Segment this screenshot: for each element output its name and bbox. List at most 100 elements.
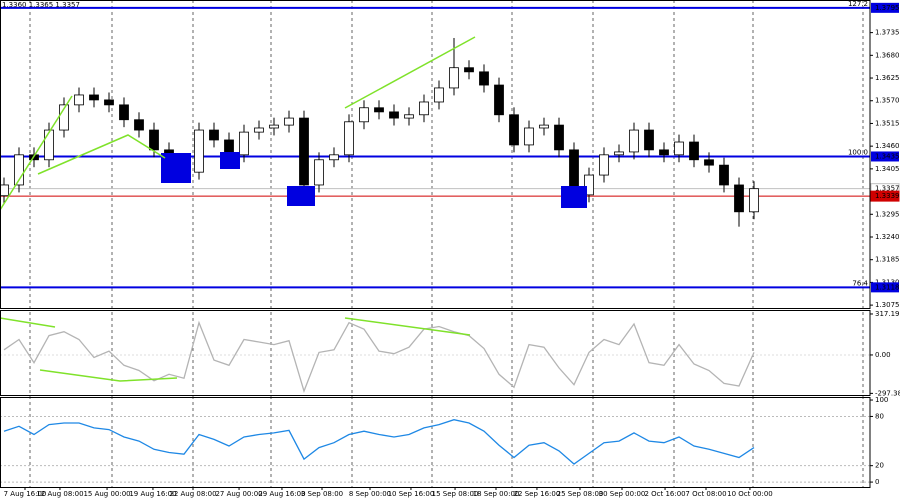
- fib-level-name: 100.0: [848, 148, 868, 156]
- candle-body: [209, 129, 219, 141]
- candle-body: [719, 164, 729, 186]
- x-tick-label: 25 Sep 08:00: [557, 490, 604, 498]
- candle-body: [704, 159, 714, 166]
- x-tick-label: 22 Sep 16:00: [514, 490, 561, 498]
- zone-box: [287, 186, 315, 206]
- y-tick-label: 1.3680: [875, 51, 900, 59]
- y-tick-label: 80: [875, 412, 884, 420]
- y-tick-label: 0.00: [875, 351, 891, 359]
- candle-body: [329, 154, 339, 161]
- candle-body: [494, 84, 504, 116]
- y-tick-label: 100: [875, 396, 888, 404]
- y-tick-label: 1.3405: [875, 165, 900, 173]
- candle-body: [404, 114, 414, 119]
- candle-body: [749, 188, 759, 213]
- x-tick-label: 7 Oct 08:00: [685, 490, 726, 498]
- x-tick-label: 27 Aug 00:00: [215, 490, 262, 498]
- candle-body: [629, 129, 639, 153]
- trend-line: [344, 36, 476, 109]
- price-label-box: [870, 190, 900, 202]
- price-label: 1.3357: [875, 185, 900, 193]
- candle-body: [89, 94, 99, 101]
- candle-body: [119, 104, 129, 121]
- candle-body: [239, 131, 249, 156]
- y-tick-label: 1.3460: [875, 142, 900, 150]
- indicator-line: [3, 320, 755, 394]
- drawings: [0, 36, 587, 382]
- x-tick-label: 10 Sep 16:00: [388, 490, 435, 498]
- y-tick-label: -297.386: [875, 389, 900, 397]
- level-label: 1.3118: [875, 283, 900, 291]
- y-tick-label: 1.3295: [875, 210, 900, 218]
- y-tick-label: 1.3515: [875, 119, 900, 127]
- candle-body: [194, 129, 204, 173]
- y-tick-label: 1.3185: [875, 256, 900, 264]
- level-label: 1.3435: [875, 152, 900, 160]
- x-tick-label: 30 Sep 00:00: [599, 490, 646, 498]
- x-tick-label: 19 Aug 16:00: [129, 490, 176, 498]
- zone-box: [561, 186, 587, 208]
- x-tick-label: 15 Aug 00:00: [83, 490, 130, 498]
- candle-body: [299, 117, 309, 186]
- ohlc-text: 1.3360 1.3365 1.3357: [2, 1, 80, 9]
- candle-body: [449, 67, 459, 89]
- candle-body: [479, 71, 489, 86]
- x-tick-label: 3 Sep 08:00: [301, 490, 343, 498]
- candle-body: [614, 151, 624, 156]
- trend-line: [0, 95, 73, 211]
- candle-body: [419, 101, 429, 116]
- candle-body: [284, 117, 294, 126]
- fib-level-name: 127.2: [848, 0, 868, 8]
- candle-body: [344, 121, 354, 156]
- x-tick-label: 15 Sep 08:00: [432, 490, 479, 498]
- candle-body: [689, 141, 699, 161]
- level-label-box: [871, 282, 899, 293]
- x-tick-label: 2 Oct 16:00: [644, 490, 685, 498]
- candle-body: [584, 174, 594, 196]
- trend-line: [344, 317, 471, 336]
- zone-box: [220, 152, 240, 169]
- level-label-box: [871, 2, 899, 13]
- candle-body: [509, 114, 519, 146]
- candle-body: [554, 124, 564, 151]
- trend-line: [0, 317, 56, 328]
- candle-body: [104, 99, 114, 106]
- candle-body: [374, 107, 384, 113]
- y-tick-label: 1.3075: [875, 301, 900, 309]
- x-tick-label: 10 Oct 00:00: [727, 490, 773, 498]
- candle-body: [659, 149, 669, 156]
- price-label: 1.3339: [875, 192, 900, 200]
- candle-body: [59, 104, 69, 131]
- zone-box: [161, 153, 191, 183]
- y-tick-label: 1.3625: [875, 74, 900, 82]
- candle-body: [464, 67, 474, 73]
- candle-body: [599, 154, 609, 176]
- candle-body: [149, 129, 159, 151]
- candle-body: [254, 127, 264, 133]
- y-tick-label: 0: [875, 478, 879, 486]
- candle-body: [269, 124, 279, 129]
- x-tick-label: 7 Aug 16:00: [4, 490, 47, 498]
- candle-body: [539, 124, 549, 129]
- candle-body: [44, 129, 54, 161]
- x-tick-label: 22 Aug 08:00: [169, 490, 216, 498]
- trend-line: [37, 134, 166, 175]
- candle-body: [14, 154, 24, 186]
- candle-body: [359, 107, 369, 123]
- candle-body: [74, 94, 84, 106]
- x-tick-label: 18 Sep 00:00: [473, 490, 520, 498]
- indicator-line: [3, 419, 755, 465]
- y-tick-label: 1.3735: [875, 29, 900, 37]
- trend-line: [39, 369, 178, 382]
- y-tick-label: 317.1939: [875, 310, 900, 318]
- candle-body: [389, 111, 399, 119]
- candle-body: [644, 129, 654, 151]
- y-tick-label: 1.3240: [875, 233, 900, 241]
- y-tick-label: 20: [875, 462, 884, 470]
- candle-body: [434, 87, 444, 103]
- x-tick-label: 29 Aug 16:00: [258, 490, 305, 498]
- level-label: 1.3795: [875, 4, 900, 12]
- fib-level-name: 76.4: [852, 279, 868, 287]
